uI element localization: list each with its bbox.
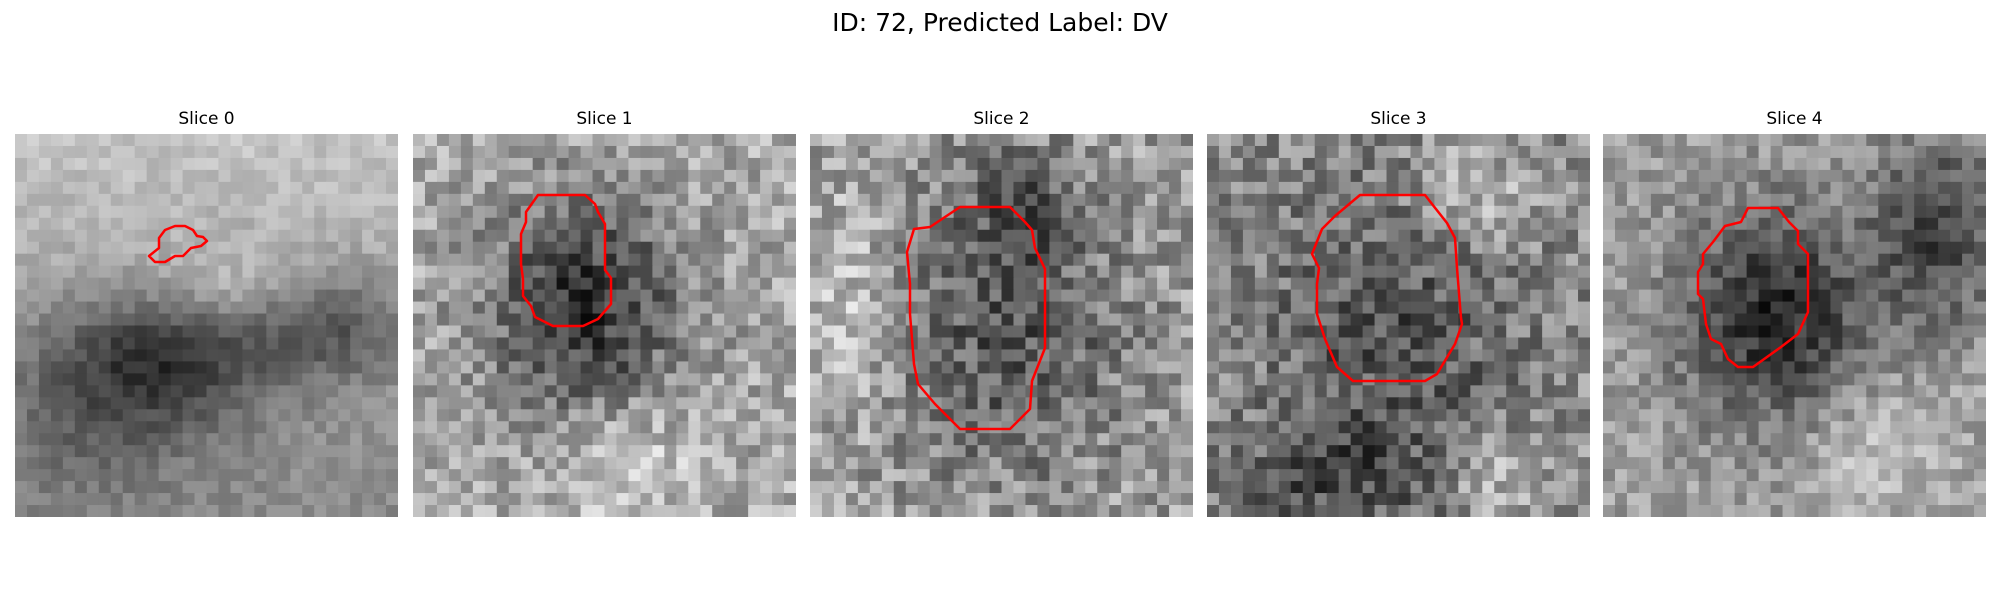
- segmentation-contour-2: [905, 205, 1047, 431]
- figure-title: ID: 72, Predicted Label: DV: [832, 8, 1168, 37]
- slice-image-2: [810, 134, 1193, 517]
- slice-image-1: [413, 134, 796, 517]
- slice-title-2: Slice 2: [973, 109, 1030, 129]
- segmentation-contour-1: [519, 193, 613, 328]
- slice-panel-2: Slice 2: [810, 108, 1193, 517]
- slice-title-1: Slice 1: [576, 109, 633, 129]
- slice-panel-0: Slice 0: [15, 108, 398, 517]
- slice-title-3: Slice 3: [1370, 109, 1427, 129]
- slice-title-0: Slice 0: [178, 109, 235, 129]
- slice-panel-3: Slice 3: [1207, 108, 1590, 517]
- slice-panel-4: Slice 4: [1603, 108, 1986, 517]
- slice-image-0: [15, 134, 398, 517]
- segmentation-contour-4: [1696, 206, 1810, 369]
- segmentation-contour-0: [147, 224, 209, 264]
- slice-image-3: [1207, 134, 1590, 517]
- slice-panel-1: Slice 1: [413, 108, 796, 517]
- slice-image-4: [1603, 134, 1986, 517]
- segmentation-contour-3: [1310, 193, 1464, 383]
- slice-title-4: Slice 4: [1766, 109, 1823, 129]
